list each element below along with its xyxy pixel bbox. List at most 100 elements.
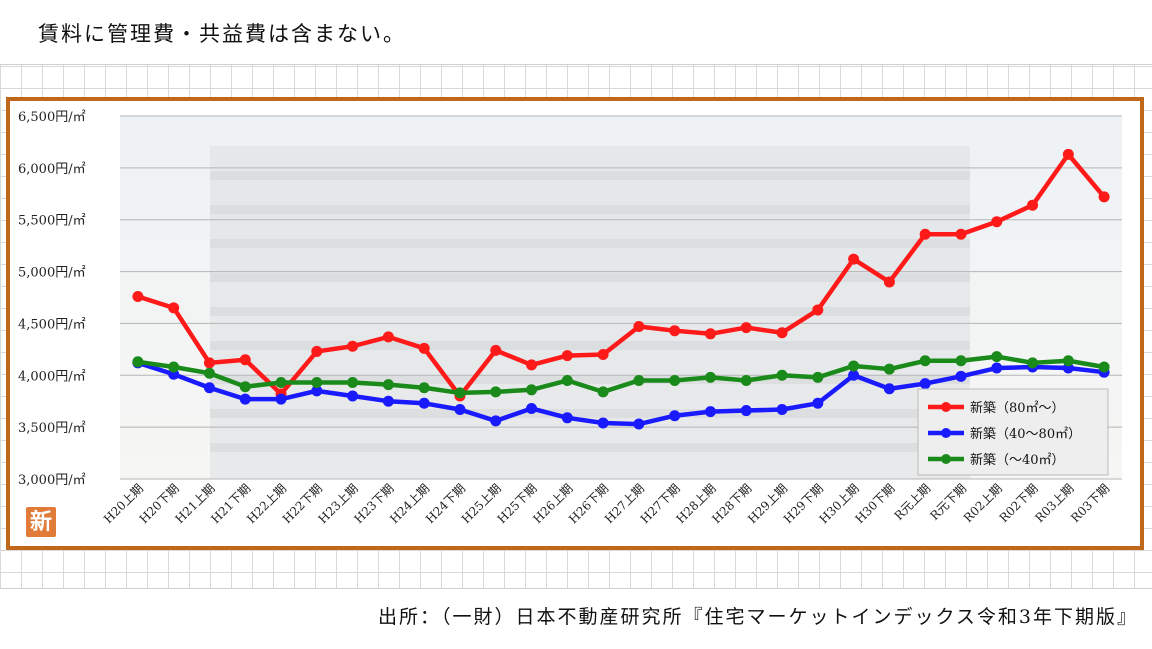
building-balcony xyxy=(210,171,970,180)
data-point xyxy=(776,327,788,339)
data-point xyxy=(597,417,609,429)
data-point xyxy=(812,397,824,409)
x-tick-label: R元上期 xyxy=(892,481,934,523)
data-point xyxy=(633,374,645,386)
data-point xyxy=(275,377,287,389)
data-point xyxy=(669,374,681,386)
y-tick-label: 3,000円/㎡ xyxy=(18,473,86,488)
chart-source: 出所：（一財）日本不動産研究所『住宅マーケットインデックス令和3年下期版』 xyxy=(377,606,1138,628)
data-point xyxy=(490,344,502,356)
data-point xyxy=(740,322,752,334)
building-balcony xyxy=(210,375,970,384)
series-line-1 xyxy=(137,360,1105,427)
data-point xyxy=(418,342,430,354)
data-point xyxy=(704,328,716,340)
data-point xyxy=(1062,355,1074,367)
note-band: 賃料に管理費・共益費は含まない。 xyxy=(0,0,1152,65)
data-point xyxy=(848,253,860,265)
data-point xyxy=(347,390,359,402)
data-point xyxy=(955,228,967,240)
data-point xyxy=(382,331,394,343)
data-point xyxy=(561,350,573,362)
data-point xyxy=(168,302,180,314)
data-point xyxy=(454,404,466,416)
x-tick-label: R02下期 xyxy=(997,481,1041,525)
data-point xyxy=(239,381,251,393)
data-point xyxy=(704,371,716,383)
data-point xyxy=(597,386,609,398)
legend-label: 新築（80㎡～） xyxy=(970,400,1065,416)
data-point xyxy=(1098,191,1110,203)
data-point xyxy=(311,377,323,389)
building-balcony xyxy=(210,273,970,282)
series-line-0 xyxy=(137,152,1106,399)
legend-swatch-marker xyxy=(941,454,951,464)
data-point xyxy=(883,383,895,395)
data-point xyxy=(883,276,895,288)
data-point xyxy=(275,393,287,405)
data-point xyxy=(955,370,967,382)
data-point xyxy=(168,361,180,373)
data-point xyxy=(883,363,895,375)
data-point xyxy=(203,367,215,379)
data-point xyxy=(490,386,502,398)
data-point xyxy=(991,351,1003,363)
data-point xyxy=(812,371,824,383)
data-point xyxy=(382,395,394,407)
data-point xyxy=(418,397,430,409)
y-tick-label: 6,500円/㎡ xyxy=(18,110,86,125)
legend-swatch-marker xyxy=(941,428,951,438)
x-tick-label: H30下期 xyxy=(852,481,897,526)
source-band xyxy=(0,588,1152,649)
data-point xyxy=(848,360,860,372)
data-point xyxy=(1098,361,1110,373)
data-point xyxy=(132,356,144,368)
data-point xyxy=(991,362,1003,374)
data-point xyxy=(347,340,359,352)
x-tick-label: R03下期 xyxy=(1068,481,1112,525)
data-point xyxy=(812,304,824,316)
data-point xyxy=(311,345,323,357)
y-tick-label: 5,000円/㎡ xyxy=(18,266,86,281)
data-point xyxy=(955,355,967,367)
x-tick-label: R03上期 xyxy=(1032,481,1076,525)
data-point xyxy=(776,369,788,381)
chart-note: 賃料に管理費・共益費は含まない。 xyxy=(38,22,406,46)
data-point xyxy=(526,384,538,396)
building-balcony xyxy=(210,239,970,248)
data-point xyxy=(561,412,573,424)
data-point xyxy=(848,369,860,381)
data-point xyxy=(311,385,323,397)
data-point xyxy=(919,378,931,390)
data-point xyxy=(1027,357,1039,369)
data-point xyxy=(526,359,538,371)
data-point xyxy=(490,415,502,427)
data-point xyxy=(561,374,573,386)
building-balcony xyxy=(210,409,970,418)
new-building-badge: 新 xyxy=(26,507,56,537)
data-point xyxy=(454,387,466,399)
data-point xyxy=(347,377,359,389)
data-point xyxy=(633,418,645,430)
building-balcony xyxy=(210,443,970,452)
building-balcony xyxy=(210,307,970,316)
data-point xyxy=(203,357,215,369)
data-point xyxy=(991,216,1003,228)
data-point xyxy=(919,228,931,240)
data-point xyxy=(919,355,931,367)
y-tick-label: 4,500円/㎡ xyxy=(18,317,86,332)
data-point xyxy=(203,382,215,394)
legend-label: 新築（40～80㎡） xyxy=(970,426,1081,442)
legend-swatch-marker xyxy=(941,402,951,412)
building-photo xyxy=(210,146,970,479)
data-point xyxy=(239,393,251,405)
data-point xyxy=(239,354,251,366)
y-tick-label: 5,500円/㎡ xyxy=(18,214,86,229)
data-point xyxy=(132,290,144,302)
data-point xyxy=(418,382,430,394)
data-point xyxy=(633,321,645,333)
data-point xyxy=(704,406,716,418)
series-line-2 xyxy=(137,354,1105,396)
data-point xyxy=(526,402,538,414)
x-tick-label: R02上期 xyxy=(961,481,1005,525)
